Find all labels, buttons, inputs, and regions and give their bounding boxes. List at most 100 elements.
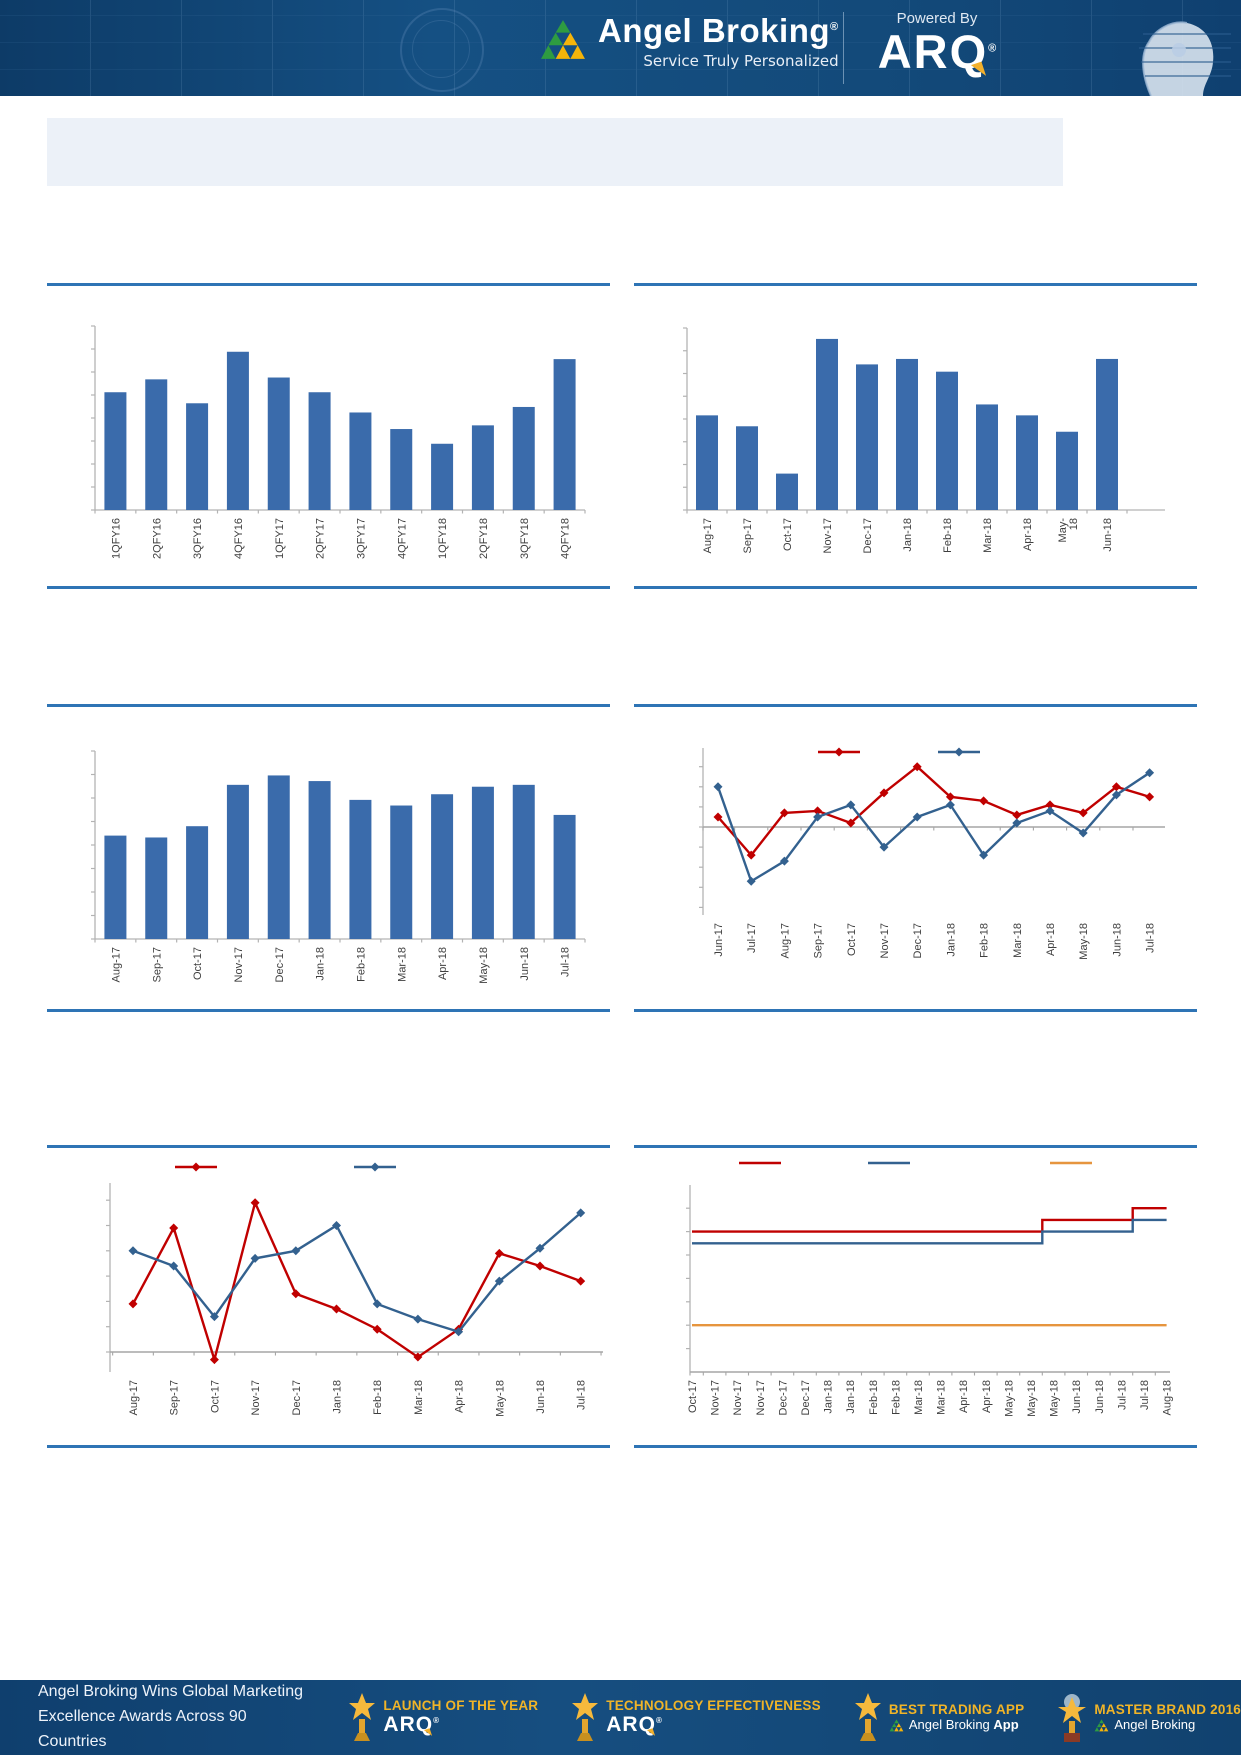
x-axis-label: Mar-18 <box>936 1380 948 1415</box>
page-header: Angel Broking® Service Truly Personalize… <box>0 0 1241 96</box>
x-axis-label: Jul-18 <box>1116 1380 1128 1410</box>
diamond-marker <box>454 1327 464 1337</box>
angel-triangle-icon <box>1094 1719 1109 1732</box>
star-trophy-icon <box>572 1692 599 1741</box>
x-axis-label: Dec-17 <box>777 1380 789 1415</box>
x-axis-label: Apr-18 <box>981 1380 993 1413</box>
x-axis-label: 4QFY18 <box>560 518 572 559</box>
diamond-marker <box>912 812 922 822</box>
x-axis-label: Jun-18 <box>519 947 531 981</box>
diamond-marker <box>128 1299 138 1309</box>
x-axis-label: Jul-18 <box>576 1380 588 1410</box>
section-divider <box>47 1145 610 1148</box>
diamond-marker <box>332 1221 341 1230</box>
x-axis-label: Dec-17 <box>862 518 874 553</box>
diamond-marker <box>169 1261 179 1271</box>
award-title: MASTER BRAND 2016 <box>1094 1702 1241 1718</box>
x-axis-label: May-18 <box>1049 1380 1061 1417</box>
bar <box>349 412 372 510</box>
chart-section-triple-step-line: Oct-17 Nov-17 Nov-17 Nov-17 Dec-17 Dec-17 Jan-… <box>634 1145 1197 1448</box>
x-axis-label: 4QFY16 <box>233 518 245 559</box>
diamond-marker <box>576 1276 586 1286</box>
diamond-marker <box>250 1253 260 1263</box>
angel-triangle-icon <box>541 19 585 59</box>
x-axis-label: Dec-17 <box>291 1380 303 1415</box>
x-axis-label: Aug-17 <box>779 923 791 958</box>
x-axis-label: Dec-17 <box>800 1380 812 1415</box>
bar <box>308 781 331 939</box>
chart-section-monthly-bar-b: Aug-17 Sep-17 Oct-17 Nov-17 Dec-17 Jan-18 Feb-… <box>47 704 610 1012</box>
bar <box>390 429 413 510</box>
award-arq-logo: ARQ® <box>383 1713 440 1739</box>
diamond-marker <box>912 762 922 772</box>
x-axis-label: Jun-18 <box>1071 1380 1083 1414</box>
x-axis-label: Apr-18 <box>1045 923 1057 956</box>
x-axis-label: Nov-17 <box>732 1380 744 1415</box>
diamond-marker <box>1045 800 1055 810</box>
awards-footer: Angel Broking Wins Global Marketing Exce… <box>0 1680 1241 1755</box>
bar <box>976 404 998 510</box>
diamond-marker <box>1012 818 1022 828</box>
x-axis-label: Mar-18 <box>913 1380 925 1415</box>
diamond-marker <box>834 747 844 757</box>
x-axis-label: Dec-17 <box>274 947 286 982</box>
line-series-series-red <box>717 765 1150 858</box>
x-axis-label: Jan-18 <box>315 947 327 981</box>
x-axis-label: Feb-18 <box>979 923 991 958</box>
diamond-marker <box>713 812 723 822</box>
bar <box>1056 431 1078 510</box>
x-axis-label: Feb-18 <box>942 518 954 553</box>
dual-line-chart-b: Aug-17 Sep-17 Oct-17 Nov-17 Dec-17 Jan-18 Feb-… <box>106 1162 603 1417</box>
diamond-marker <box>413 1314 423 1324</box>
x-axis-label: Oct-17 <box>782 518 794 551</box>
award-best-trading-app: BEST TRADING APP Angel Broking App <box>854 1692 1024 1743</box>
x-axis-label: Mar-18 <box>982 518 994 553</box>
x-axis-label: Jul-18 <box>1139 1380 1151 1410</box>
section-divider <box>634 1009 1197 1012</box>
bar <box>104 835 127 939</box>
bar <box>267 775 290 939</box>
triple-step-line-chart: Oct-17 Nov-17 Nov-17 Nov-17 Dec-17 Dec-17 Jan-… <box>686 1161 1174 1417</box>
x-axis-label: Apr-18 <box>437 947 449 980</box>
x-axis-label: 3QFY16 <box>192 518 204 559</box>
x-axis-label: May-18 <box>494 1380 506 1417</box>
x-axis-label: Oct-17 <box>192 947 204 980</box>
header-separator <box>843 12 844 84</box>
bar <box>696 415 718 510</box>
quarterly-bar-chart: 1QFY16 2QFY16 3QFY16 4QFY16 1QFY17 2QFY17 3QFY… <box>91 325 586 559</box>
diamond-marker <box>879 842 889 852</box>
x-axis-label: Oct-17 <box>209 1380 221 1413</box>
diamond-marker <box>535 1261 545 1271</box>
award-title: TECHNOLOGY EFFECTIVENESS <box>606 1697 821 1713</box>
award-arq-logo: ARQ® <box>606 1713 663 1739</box>
bar <box>267 377 290 510</box>
powered-by-label: Powered By <box>896 10 978 27</box>
diamond-marker <box>250 1198 260 1208</box>
diamond-marker <box>1078 828 1088 838</box>
award-launch-of-the-year: LAUNCH OF THE YEAR ARQ® <box>349 1692 538 1743</box>
diamond-marker <box>209 1355 219 1365</box>
x-axis-label: Jul-18 <box>1145 923 1157 953</box>
x-axis-label: 18 <box>1068 518 1080 530</box>
x-axis-label: Feb-18 <box>372 1380 384 1415</box>
diamond-marker <box>332 1304 341 1314</box>
bar <box>145 379 168 510</box>
dual-line-chart-a: Jun-17 Jul-17 Aug-17 Sep-17 Oct-17 Nov-17 Dec-… <box>699 747 1165 960</box>
x-axis-label: 1QFY16 <box>110 518 122 559</box>
bar <box>471 786 494 939</box>
x-axis-label: Jun-18 <box>1102 518 1114 552</box>
diamond-marker <box>1078 808 1088 818</box>
x-axis-label: 3QFY17 <box>355 518 367 559</box>
diamond-marker <box>813 812 823 822</box>
x-axis-label: Jan-18 <box>845 1380 857 1414</box>
angel-triangle-icon <box>889 1719 904 1732</box>
angel-broking-triangle-logo-icon <box>540 19 586 66</box>
humanoid-head-graphic <box>1139 21 1231 96</box>
chart-section-monthly-bar-a: Aug-17 Sep-17 Oct-17 Nov-17 Dec-17 Jan-18 Feb-… <box>634 283 1197 589</box>
diamond-marker <box>779 808 789 818</box>
section-divider <box>47 586 610 589</box>
line-series-series-blue <box>692 1218 1167 1245</box>
bar <box>431 794 454 939</box>
x-axis-label: Jun-17 <box>713 923 725 957</box>
